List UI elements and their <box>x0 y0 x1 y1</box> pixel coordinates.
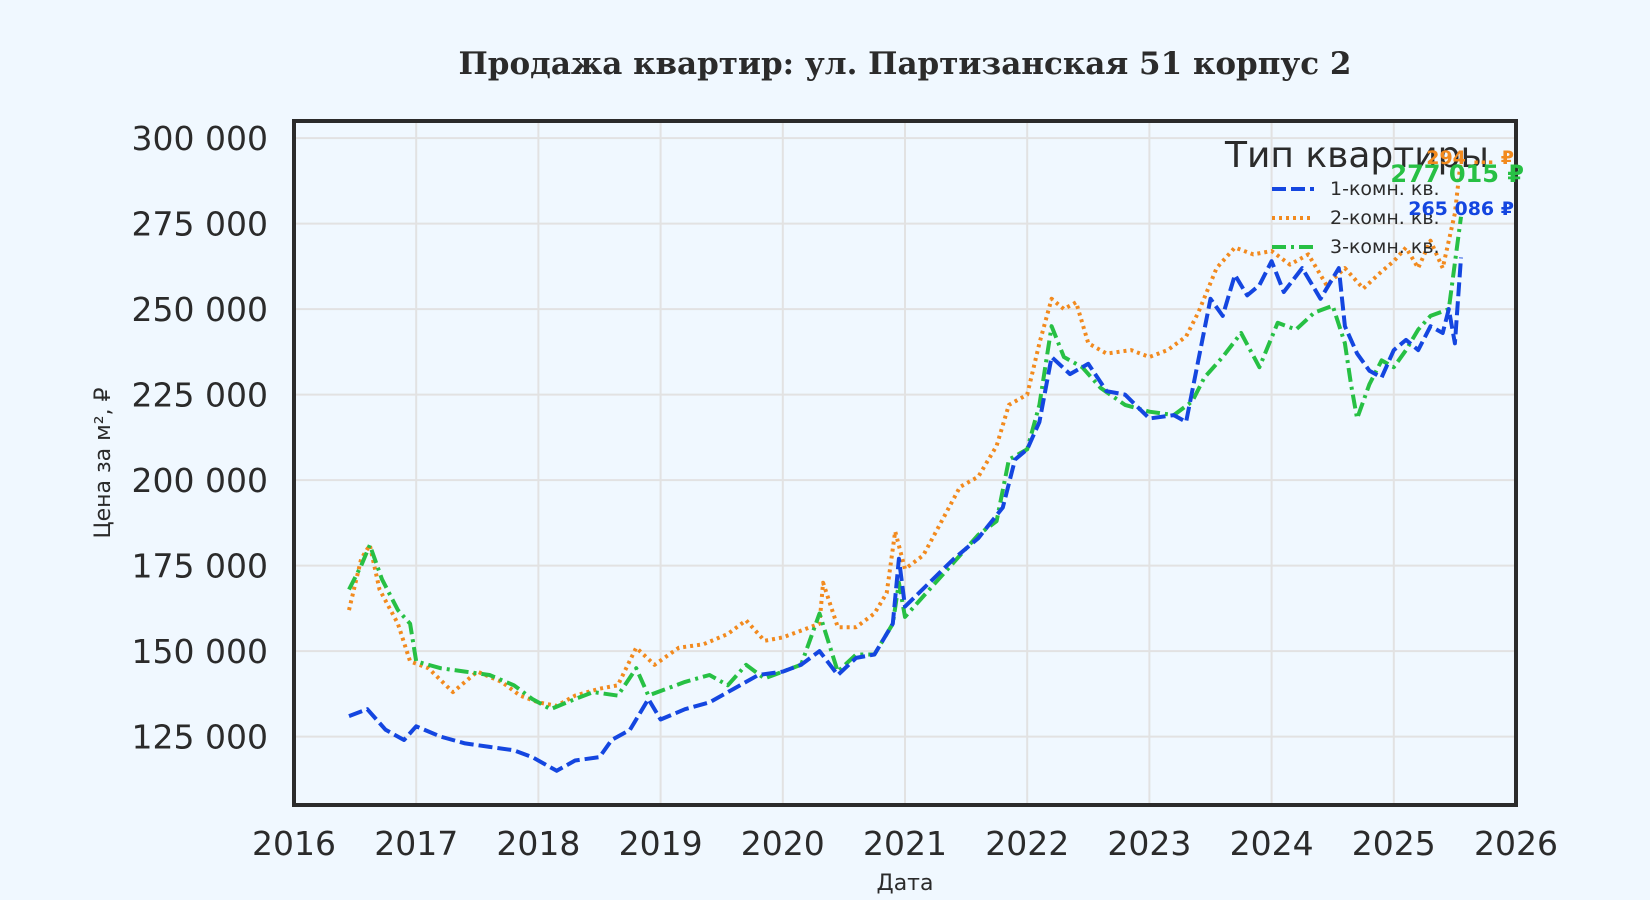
x-tick-label: 2016 <box>252 824 336 863</box>
x-tick-label: 2021 <box>863 824 947 863</box>
y-tick-label: 125 000 <box>132 718 268 757</box>
legend: Тип квартиры 1-комн. кв. 2-комн. кв. 3-ком… <box>1224 135 1489 258</box>
plot-frame <box>292 119 1518 807</box>
y-tick-label: 300 000 <box>132 119 268 158</box>
x-tick-labels: 2016 2017 2018 2019 2020 2021 2022 2023 2024 2025… <box>252 824 1558 863</box>
end-labels: 294 ... ₽277 015 ₽ 265 086 ₽ <box>1390 147 1524 220</box>
y-tick-label: 200 000 <box>132 461 268 500</box>
y-tick-label: 250 000 <box>132 290 268 329</box>
x-tick-label: 2018 <box>496 824 580 863</box>
y-tick-label: 150 000 <box>132 632 268 671</box>
legend-label-1: 1-комн. кв. <box>1330 178 1440 200</box>
x-tick-label: 2023 <box>1107 824 1191 863</box>
end-label-3: 277 015 ₽ <box>1390 160 1524 188</box>
y-axis-label: Цена за м², ₽ <box>91 387 116 538</box>
series-layer <box>347 158 1463 773</box>
x-tick-label: 2017 <box>374 824 458 863</box>
x-tick-label: 2024 <box>1230 824 1314 863</box>
chart-title: Продажа квартир: ул. Партизанская 51 кор… <box>459 46 1352 82</box>
x-tick-label: 2025 <box>1352 824 1436 863</box>
series-line-3 <box>347 216 1463 712</box>
grid <box>294 121 1516 805</box>
series-line-1 <box>348 257 1463 773</box>
legend-label-3: 3-комн. кв. <box>1330 236 1440 258</box>
x-tick-label: 2020 <box>741 824 825 863</box>
x-tick-label: 2022 <box>985 824 1069 863</box>
y-tick-label: 275 000 <box>132 205 268 244</box>
x-tick-label: 2019 <box>619 824 703 863</box>
x-axis-label: Дата <box>877 871 934 896</box>
y-tick-label: 225 000 <box>132 376 268 415</box>
legend-label-2: 2-комн. кв. <box>1330 207 1440 229</box>
y-tick-labels: 125 000 150 000 175 000 200 000 225 000 250 0… <box>132 119 268 757</box>
end-label-2: 294 ... ₽ <box>1426 147 1514 169</box>
end-label-1: 265 086 ₽ <box>1408 198 1514 220</box>
x-tick-label: 2026 <box>1474 824 1558 863</box>
y-tick-label: 175 000 <box>132 547 268 586</box>
legend-title: Тип квартиры <box>1224 135 1489 176</box>
